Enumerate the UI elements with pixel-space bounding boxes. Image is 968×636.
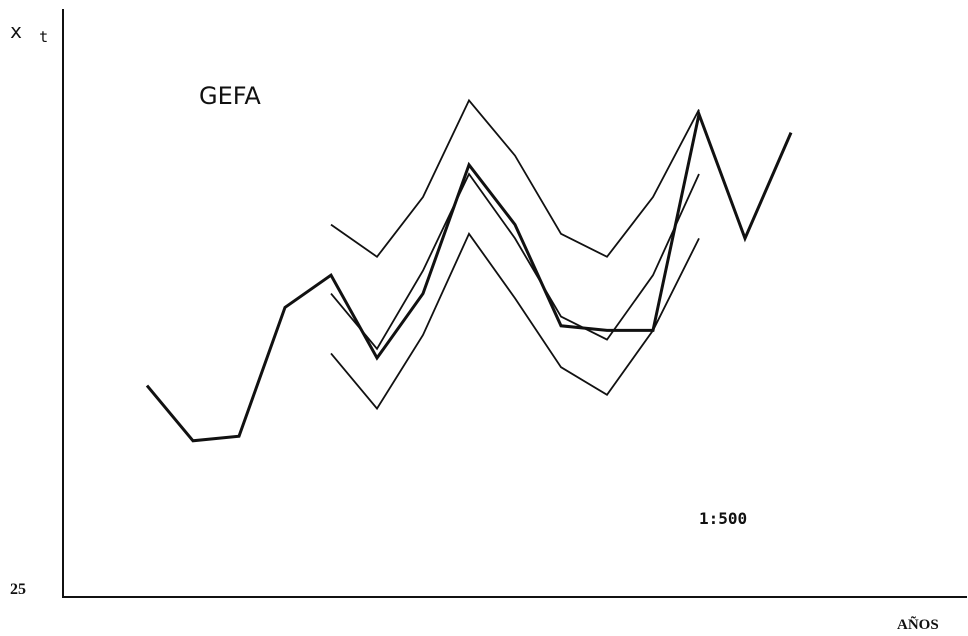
- series-line-3: [330, 172, 700, 351]
- scale-annotation: 1:500: [699, 509, 747, 528]
- x-axis-label: AÑOS: [897, 615, 939, 633]
- y-axis-label: x t: [10, 19, 48, 46]
- chart-title: GEFA: [199, 82, 261, 110]
- y-axis-label-main: x: [10, 19, 22, 43]
- series-line-4: [330, 232, 700, 411]
- y-axis-label-sub: t: [39, 28, 48, 46]
- series-line-1: [145, 108, 793, 443]
- series-layer: [145, 98, 793, 443]
- y-tick-label-25: 25: [10, 581, 26, 598]
- series-line-2: [330, 98, 700, 259]
